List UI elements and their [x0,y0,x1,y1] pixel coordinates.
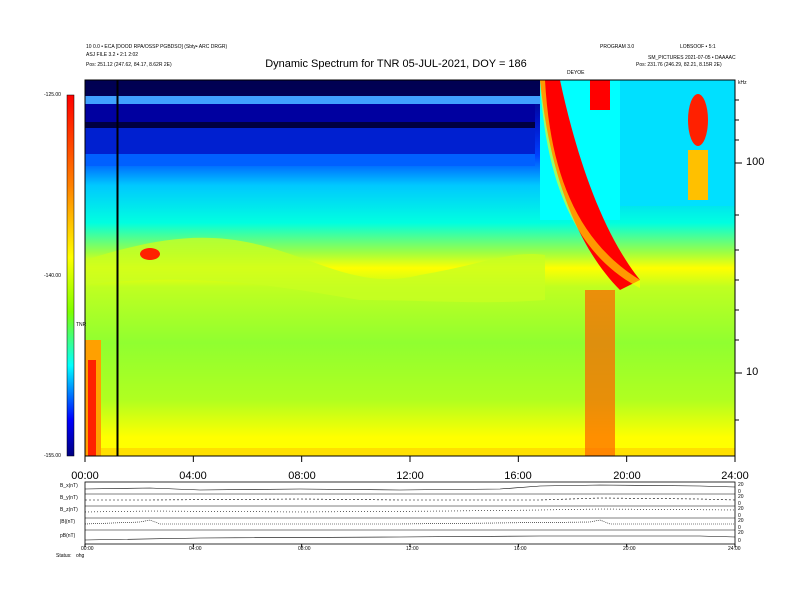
panel-right-tick: 20 [738,518,744,524]
panel-label: B_x(nT) [60,483,78,489]
colorbar-tick-top: -125.00 [44,92,61,98]
header-right-line2: LOBSOOF • 5:1 [680,44,716,50]
panel-right-tick: 20 [738,530,744,536]
panel-right-tick: 0 [738,538,741,544]
header-right-line3: SM_PICTURES 2021-07-05 • DAAAAC [648,55,736,61]
panel-label: B_z(nT) [60,507,78,513]
panel-x-tick: 00:00 [81,546,94,552]
panel-right-tick: 0 [738,501,741,507]
status-label: Status: [56,553,72,559]
panel-x-tick: 20:00 [623,546,636,552]
panel-right-tick: 0 [738,489,741,495]
x-tick-marks [84,456,736,462]
y-tick-label-10: 10 [746,366,759,378]
panel-right-tick: 20 [738,494,744,500]
panel-x-tick: 24:00 [728,546,741,552]
panel-x-tick: 16:00 [514,546,527,552]
chart-title: Dynamic Spectrum for TNR 05-JUL-2021, DO… [265,58,527,70]
x-tick-label: 24:00 [721,470,749,482]
panel-right-tick: 20 [738,506,744,512]
panel-x-tick: 12:00 [406,546,419,552]
x-tick-label: 08:00 [288,470,316,482]
panel-label: B_y(nT) [60,495,78,501]
colorbar-label: TNR [76,322,87,328]
y-tick-marks [735,99,742,421]
panel-label: pB(nT) [60,533,76,539]
header-right-line1: PROGRAM 3.0 [600,44,635,50]
header-left-line3: Pos: 251.12 (247.62, 84.17, 8.62R 2E) [86,62,172,68]
panel-x-tick: 04:00 [189,546,202,552]
panel-right-tick: 20 [738,482,744,488]
panel-label: |B|(nT) [60,519,76,525]
panel-x-tick: 08:00 [298,546,311,552]
magnetometer-panels [84,481,736,547]
header-left-line1: 10 0.0 • ECA [DOOD RPA/OSSP PGBDSO] (Sbt… [86,44,228,50]
x-tick-label: 04:00 [179,470,207,482]
units-label: kHz [738,80,747,86]
panel-right-tick: 0 [738,525,741,531]
header-left-line2: ASJ FILE 3.2 • 2:1 2:02 [86,52,139,58]
panel-right-tick: 0 [738,513,741,519]
x-tick-label: 00:00 [71,470,99,482]
x-tick-label: 12:00 [396,470,424,482]
x-tick-label: 20:00 [613,470,641,482]
colorbar-tick-mid: -140.00 [44,273,61,279]
header-marker: DEYOE [567,70,585,76]
spectrogram-plot [84,79,736,457]
y-tick-label-100: 100 [746,156,765,168]
status-value: ohg [76,553,85,559]
colorbar [66,94,75,457]
header-right-line4: Pos: 231.76 (246.29, 82.21, 8.15R 2E) [636,62,722,68]
colorbar-tick-bottom: -155.00 [44,453,61,459]
x-tick-label: 16:00 [504,470,532,482]
